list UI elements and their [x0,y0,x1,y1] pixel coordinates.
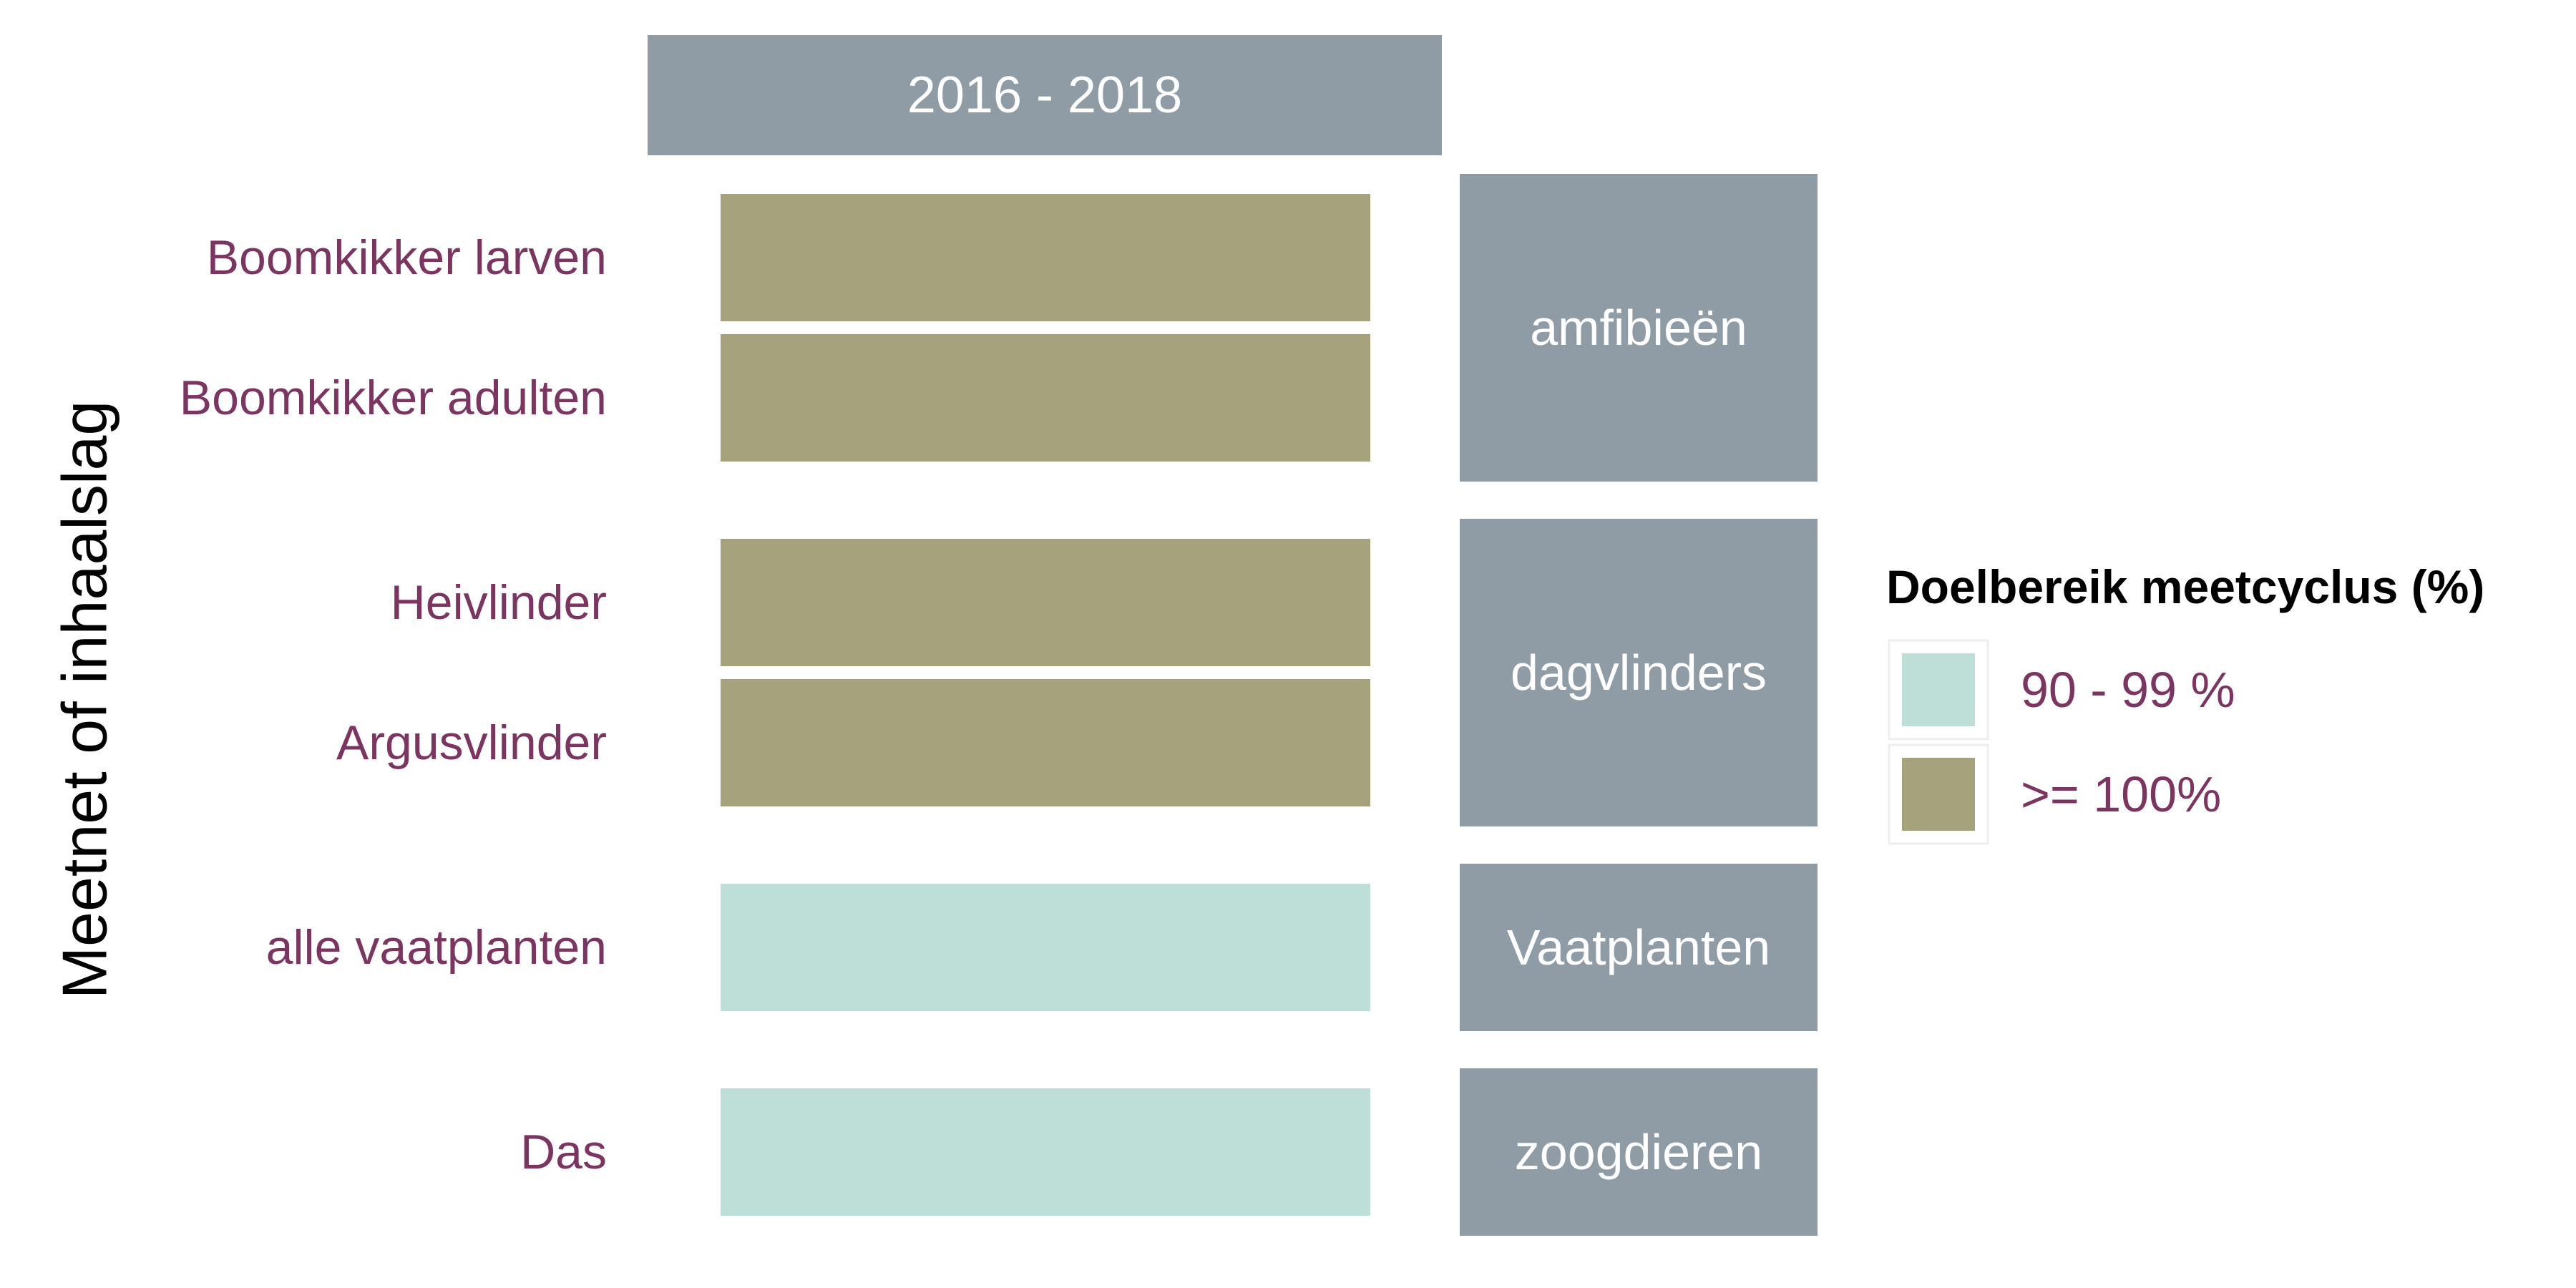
column-header-background [648,35,1442,155]
y-axis-title: Meetnet of inhaalslag [49,401,120,1000]
tile [721,1088,1370,1216]
row-label: alle vaatplanten [266,920,607,975]
row-label: Boomkikker larven [207,230,607,285]
legend-label: 90 - 99 % [2021,662,2235,718]
legend-swatch [1902,653,1975,726]
tile-rows: Boomkikker larven Boomkikker adulten Heivl… [180,194,1370,1216]
legend: Doelbereik meetcyclus (%) 90 - 99 % >= 10… [1886,560,2484,845]
tile [721,539,1370,666]
legend-entries: 90 - 99 % >= 100% [1888,639,2235,845]
tile [721,334,1370,462]
facet-strip [1460,1068,1818,1236]
facet-strip-label: amfibieën [1530,300,1747,356]
row-label: Argusvlinder [336,716,607,770]
legend-label: >= 100% [2021,766,2221,822]
row-label: Heivlinder [391,575,607,630]
column-header-label: 2016 - 2018 [907,67,1182,124]
facet-strip-label: Vaatplanten [1507,919,1770,975]
legend-swatch [1902,758,1975,831]
row-label: Boomkikker adulten [180,371,607,425]
legend-title: Doelbereik meetcyclus (%) [1886,560,2484,613]
facet-strip [1460,519,1818,826]
row-label: Das [520,1125,607,1179]
facet-strip [1460,864,1818,1031]
facet-strip [1460,174,1818,482]
column-header-strip: 2016 - 2018 [648,35,1442,155]
facet-strip-label: dagvlinders [1511,645,1767,701]
tile [721,884,1370,1011]
tile [721,679,1370,806]
facet-strips: amfibieën dagvlinders Vaatplanten zoogdiere… [1460,174,1818,1236]
facet-strip-label: zoogdieren [1515,1124,1762,1180]
tile [721,194,1370,321]
